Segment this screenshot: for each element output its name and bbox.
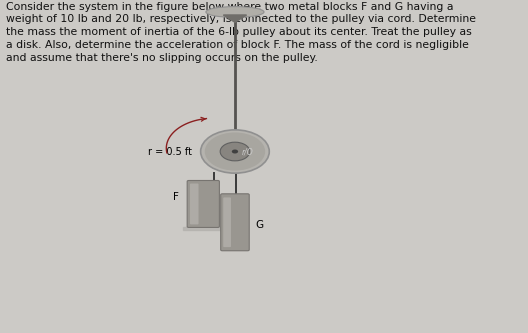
FancyBboxPatch shape: [223, 197, 231, 247]
Text: Consider the system in the figure below where two metal blocks F and G having a
: Consider the system in the figure below …: [6, 2, 476, 63]
Circle shape: [232, 150, 238, 154]
Circle shape: [205, 133, 265, 170]
Text: r = 0.5 ft: r = 0.5 ft: [148, 147, 192, 157]
Circle shape: [201, 130, 269, 173]
Circle shape: [220, 142, 250, 161]
Text: G: G: [255, 220, 263, 230]
FancyBboxPatch shape: [190, 183, 199, 224]
Polygon shape: [223, 15, 247, 22]
FancyBboxPatch shape: [187, 180, 220, 227]
Ellipse shape: [206, 7, 264, 17]
Text: r/O: r/O: [241, 147, 253, 156]
FancyBboxPatch shape: [221, 194, 249, 251]
Text: F: F: [173, 192, 179, 202]
